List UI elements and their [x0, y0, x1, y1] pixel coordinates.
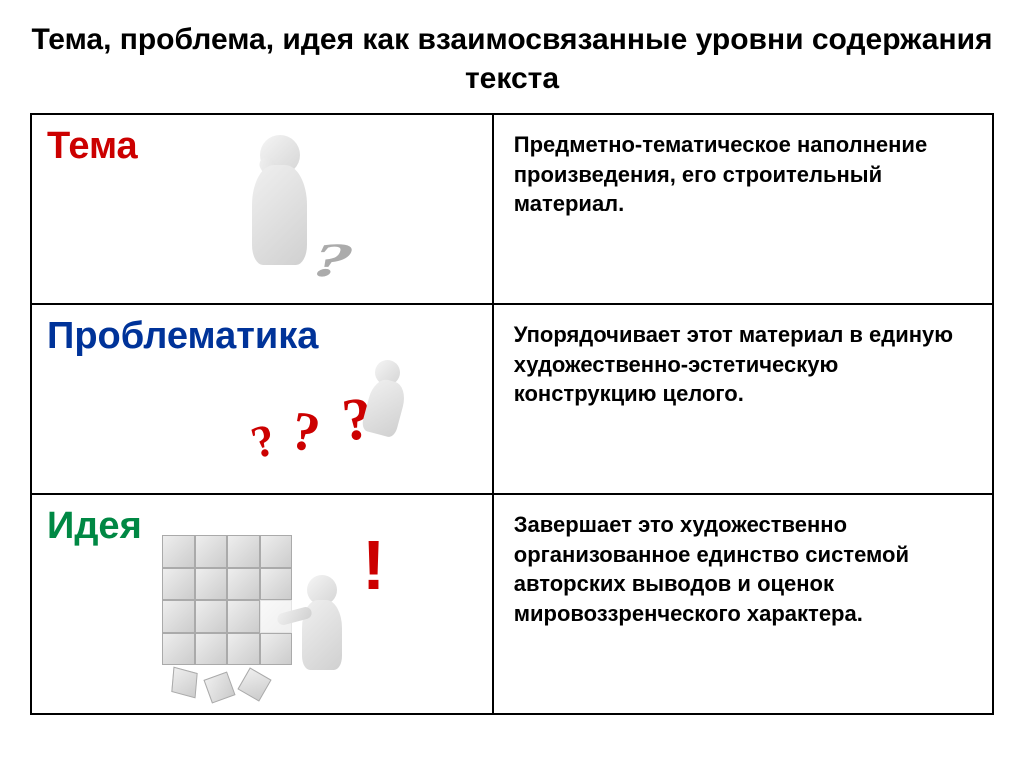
thinking-figure-icon: ?	[232, 135, 412, 295]
table-row: Идея	[31, 494, 993, 714]
term-cell-tema: Тема ?	[31, 114, 493, 304]
table-row: Тема ? Предметно-тематическое наполнение…	[31, 114, 993, 304]
description-ideya: Завершает это художественно организованн…	[493, 494, 993, 714]
description-tema: Предметно-тематическое наполнение произв…	[493, 114, 993, 304]
term-cell-ideya: Идея	[31, 494, 493, 714]
term-cell-problematika: Проблематика ? ? ?	[31, 304, 493, 494]
page-title: Тема, проблема, идея как взаимосвязанные…	[30, 20, 994, 98]
climbing-questions-icon: ? ? ?	[232, 365, 452, 495]
term-label-tema: Тема	[32, 115, 153, 178]
term-label-ideya: Идея	[32, 495, 157, 558]
puzzle-exclamation-icon: !	[152, 525, 432, 705]
table-row: Проблематика ? ? ? Упорядочивает этот ма…	[31, 304, 993, 494]
content-table: Тема ? Предметно-тематическое наполнение…	[30, 113, 994, 715]
description-problematika: Упорядочивает этот материал в единую худ…	[493, 304, 993, 494]
term-label-problematika: Проблематика	[32, 305, 333, 368]
